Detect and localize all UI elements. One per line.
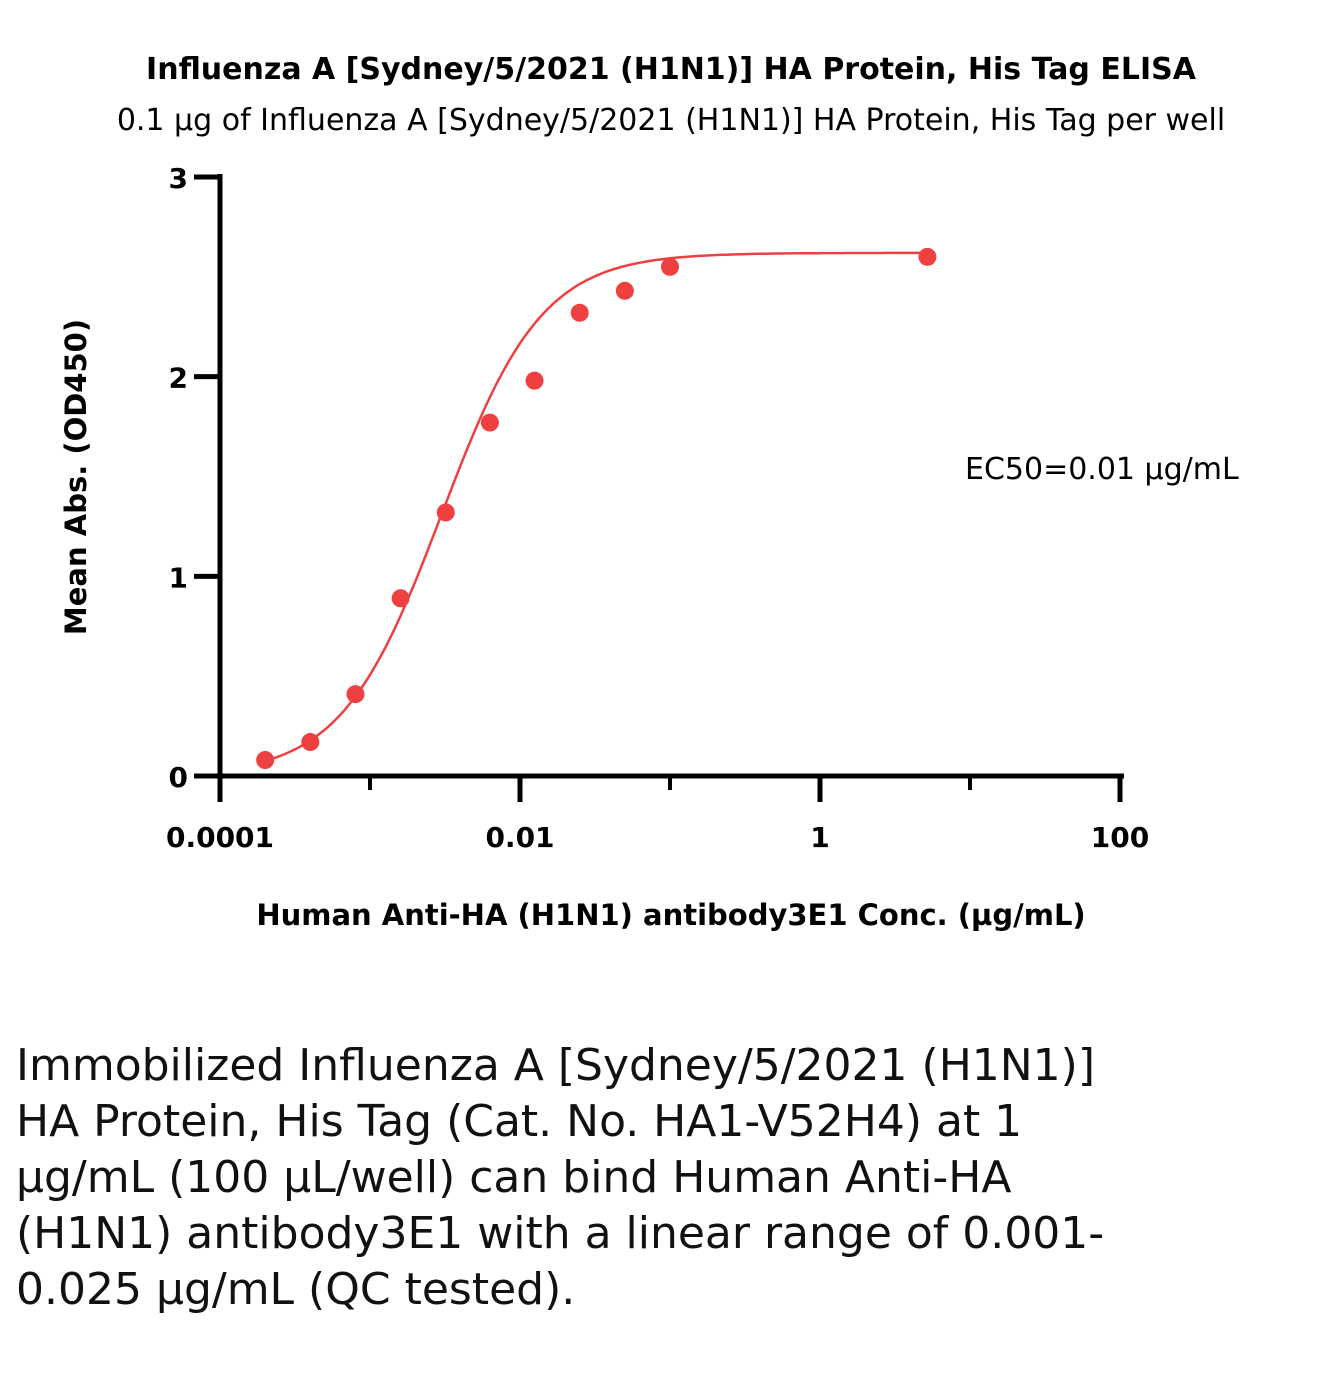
figure-caption: Immobilized Influenza A [Sydney/5/2021 (…	[16, 1040, 1105, 1315]
x-tick-label: 1	[810, 821, 829, 854]
data-point	[918, 247, 937, 266]
data-point	[480, 413, 499, 432]
data-point	[301, 733, 320, 752]
chart-title: Influenza A [Sydney/5/2021 (H1N1)] HA Pr…	[146, 52, 1197, 87]
y-tick-label: 0	[169, 761, 188, 794]
chart-subtitle: 0.1 µg of Influenza A [Sydney/5/2021 (H1…	[117, 103, 1225, 138]
data-points	[256, 247, 937, 770]
x-tick-label: 100	[1091, 821, 1149, 854]
data-point	[346, 685, 365, 704]
data-point	[525, 371, 544, 390]
data-point	[661, 257, 679, 276]
data-point	[436, 503, 455, 522]
x-tick-label: 0.01	[485, 821, 554, 854]
y-tick-label: 1	[169, 561, 188, 594]
x-axis-title: Human Anti-HA (H1N1) antibody3E1 Conc. (…	[256, 898, 1085, 932]
y-axis-ticks: 0 1 2 3	[169, 162, 220, 794]
data-point	[391, 589, 410, 608]
x-tick-label: 0.0001	[166, 821, 274, 854]
x-axis-ticks: 0.0001 0.01 1 100	[166, 776, 1149, 854]
data-point	[256, 751, 275, 770]
ec50-annotation: EC50=0.01 µg/mL	[965, 452, 1239, 487]
y-axis-title: Mean Abs. (OD450)	[59, 319, 93, 635]
y-tick-label: 3	[169, 162, 188, 195]
elisa-chart: Influenza A [Sydney/5/2021 (H1N1)] HA Pr…	[59, 52, 1239, 932]
data-point	[615, 281, 634, 300]
fit-curve	[264, 251, 928, 763]
data-point	[570, 303, 589, 322]
y-tick-label: 2	[169, 362, 188, 395]
